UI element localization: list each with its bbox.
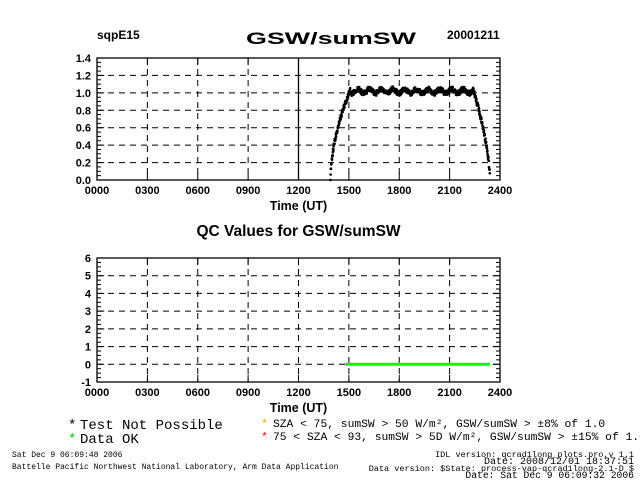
svg-text:0600: 0600 bbox=[186, 185, 210, 197]
svg-text:Time (UT): Time (UT) bbox=[270, 199, 327, 213]
svg-text:2100: 2100 bbox=[437, 185, 461, 197]
svg-text:0900: 0900 bbox=[236, 185, 260, 197]
svg-text:0300: 0300 bbox=[135, 387, 159, 399]
svg-text:4: 4 bbox=[85, 288, 92, 300]
svg-text:1: 1 bbox=[85, 342, 91, 354]
svg-text:Battelle Pacific Northwest Nat: Battelle Pacific Northwest National Labo… bbox=[12, 463, 339, 472]
svg-text:GSW/sumSW: GSW/sumSW bbox=[246, 29, 418, 48]
svg-text:0.2: 0.2 bbox=[76, 158, 91, 170]
svg-text:*: * bbox=[261, 419, 268, 431]
svg-text:1500: 1500 bbox=[337, 185, 361, 197]
svg-text:0000: 0000 bbox=[85, 387, 109, 399]
svg-text:*: * bbox=[261, 432, 268, 444]
svg-text:Sat Dec 9 06:09:48 2006: Sat Dec 9 06:09:48 2006 bbox=[12, 451, 123, 460]
svg-text:Data OK: Data OK bbox=[80, 432, 139, 448]
svg-text:2100: 2100 bbox=[437, 387, 461, 399]
svg-text:2: 2 bbox=[85, 324, 91, 336]
svg-text:1200: 1200 bbox=[286, 185, 310, 197]
svg-text:0300: 0300 bbox=[135, 185, 159, 197]
svg-text:1800: 1800 bbox=[387, 185, 411, 197]
svg-text:QC Values for GSW/sumSW: QC Values for GSW/sumSW bbox=[196, 223, 400, 240]
svg-text:1.2: 1.2 bbox=[76, 70, 91, 82]
svg-text:0.6: 0.6 bbox=[76, 123, 91, 135]
svg-text:*: * bbox=[68, 432, 76, 448]
svg-text:1200: 1200 bbox=[286, 387, 310, 399]
svg-text:Date: Sat Dec 9 06:09:32 2006: Date: Sat Dec 9 06:09:32 2006 bbox=[465, 470, 634, 480]
svg-text:6: 6 bbox=[85, 253, 91, 265]
svg-text:0600: 0600 bbox=[186, 387, 210, 399]
svg-text:2400: 2400 bbox=[488, 387, 512, 399]
svg-text:0.4: 0.4 bbox=[76, 140, 92, 152]
svg-text:75 < SZA < 93, sumSW > 5D W/m²: 75 < SZA < 93, sumSW > 5D W/m², GSW/sumS… bbox=[273, 432, 640, 444]
svg-text:SZA < 75, sumSW > 50 W/m², GSW: SZA < 75, sumSW > 50 W/m², GSW/sumSW > ±… bbox=[273, 419, 605, 431]
svg-text:1500: 1500 bbox=[337, 387, 361, 399]
svg-text:20001211: 20001211 bbox=[447, 28, 500, 42]
svg-text:5: 5 bbox=[85, 271, 91, 283]
svg-text:1.4: 1.4 bbox=[76, 53, 92, 65]
svg-text:sqpE15: sqpE15 bbox=[97, 28, 140, 42]
svg-text:0000: 0000 bbox=[85, 185, 109, 197]
svg-text:0.8: 0.8 bbox=[76, 105, 91, 117]
svg-text:1800: 1800 bbox=[387, 387, 411, 399]
svg-text:1.0: 1.0 bbox=[76, 88, 91, 100]
svg-text:3: 3 bbox=[85, 306, 91, 318]
svg-text:Time (UT): Time (UT) bbox=[270, 401, 327, 415]
svg-text:0: 0 bbox=[85, 359, 91, 371]
svg-text:2400: 2400 bbox=[488, 185, 512, 197]
svg-text:0900: 0900 bbox=[236, 387, 260, 399]
